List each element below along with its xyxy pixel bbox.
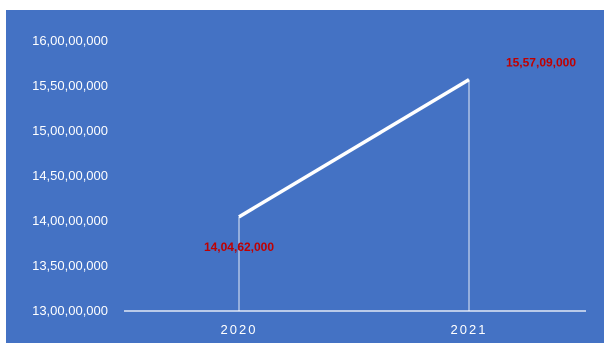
x-tick-label: 2021	[451, 322, 488, 337]
data-label: 14,04,62,000	[204, 240, 274, 254]
drop-lines	[238, 79, 470, 311]
data-label: 15,57,09,000	[506, 56, 576, 70]
y-tick-label: 15,50,00,000	[32, 78, 108, 93]
y-tick-label: 16,00,00,000	[32, 33, 108, 48]
y-axis-tick-labels: 13,00,00,000 13,50,00,000 14,00,00,000 14,5…	[32, 33, 108, 318]
y-tick-label: 14,00,00,000	[32, 213, 108, 228]
data-labels: 14,04,62,000 15,57,09,000	[204, 56, 576, 254]
chart-area: 13,00,00,000 13,50,00,000 14,00,00,000 14,5…	[6, 10, 604, 343]
y-tick-label: 13,50,00,000	[32, 258, 108, 273]
line-chart: 13,00,00,000 13,50,00,000 14,00,00,000 14,5…	[32, 33, 586, 337]
y-tick-label: 13,00,00,000	[32, 303, 108, 318]
y-tick-label: 15,00,00,000	[32, 123, 108, 138]
x-axis-tick-labels: 2020 2021	[221, 322, 488, 337]
series-line	[238, 78, 470, 219]
y-tick-label: 14,50,00,000	[32, 168, 108, 183]
x-tick-label: 2020	[221, 322, 258, 337]
